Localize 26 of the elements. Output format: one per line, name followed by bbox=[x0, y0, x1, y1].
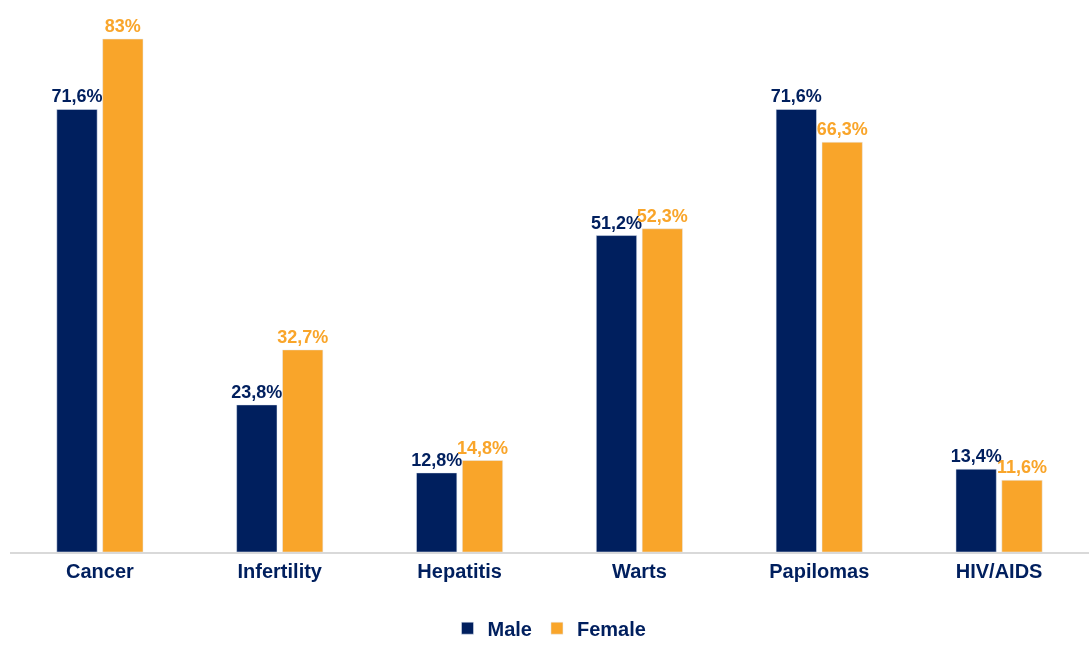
bar bbox=[462, 460, 503, 552]
legend-label: Male bbox=[487, 618, 532, 640]
bar bbox=[1001, 480, 1043, 552]
data-label: 23,8% bbox=[231, 381, 283, 402]
bar bbox=[955, 468, 997, 552]
x-tick-label: Warts bbox=[612, 560, 667, 582]
bar bbox=[282, 349, 324, 552]
data-label: 71,6% bbox=[51, 86, 103, 107]
bar bbox=[102, 38, 144, 552]
x-tick-label: Cancer bbox=[66, 560, 135, 582]
legend-label: Female bbox=[576, 618, 646, 640]
bar bbox=[236, 404, 278, 552]
bar bbox=[641, 228, 683, 552]
bar bbox=[775, 109, 817, 552]
bar bbox=[56, 109, 98, 552]
data-label: 71,6% bbox=[770, 86, 822, 107]
data-label: 83% bbox=[104, 16, 141, 36]
x-tick-label: Infertility bbox=[237, 560, 323, 582]
bar bbox=[596, 235, 637, 552]
x-tick-label: Hepatitis bbox=[417, 560, 502, 582]
bar bbox=[821, 141, 863, 552]
data-label: 66,3% bbox=[816, 119, 868, 140]
bar bbox=[416, 472, 458, 552]
data-label: 32,7% bbox=[277, 326, 329, 347]
x-tick-label: Papilomas bbox=[769, 560, 870, 582]
x-tick-label: HIV/AIDS bbox=[955, 560, 1043, 582]
